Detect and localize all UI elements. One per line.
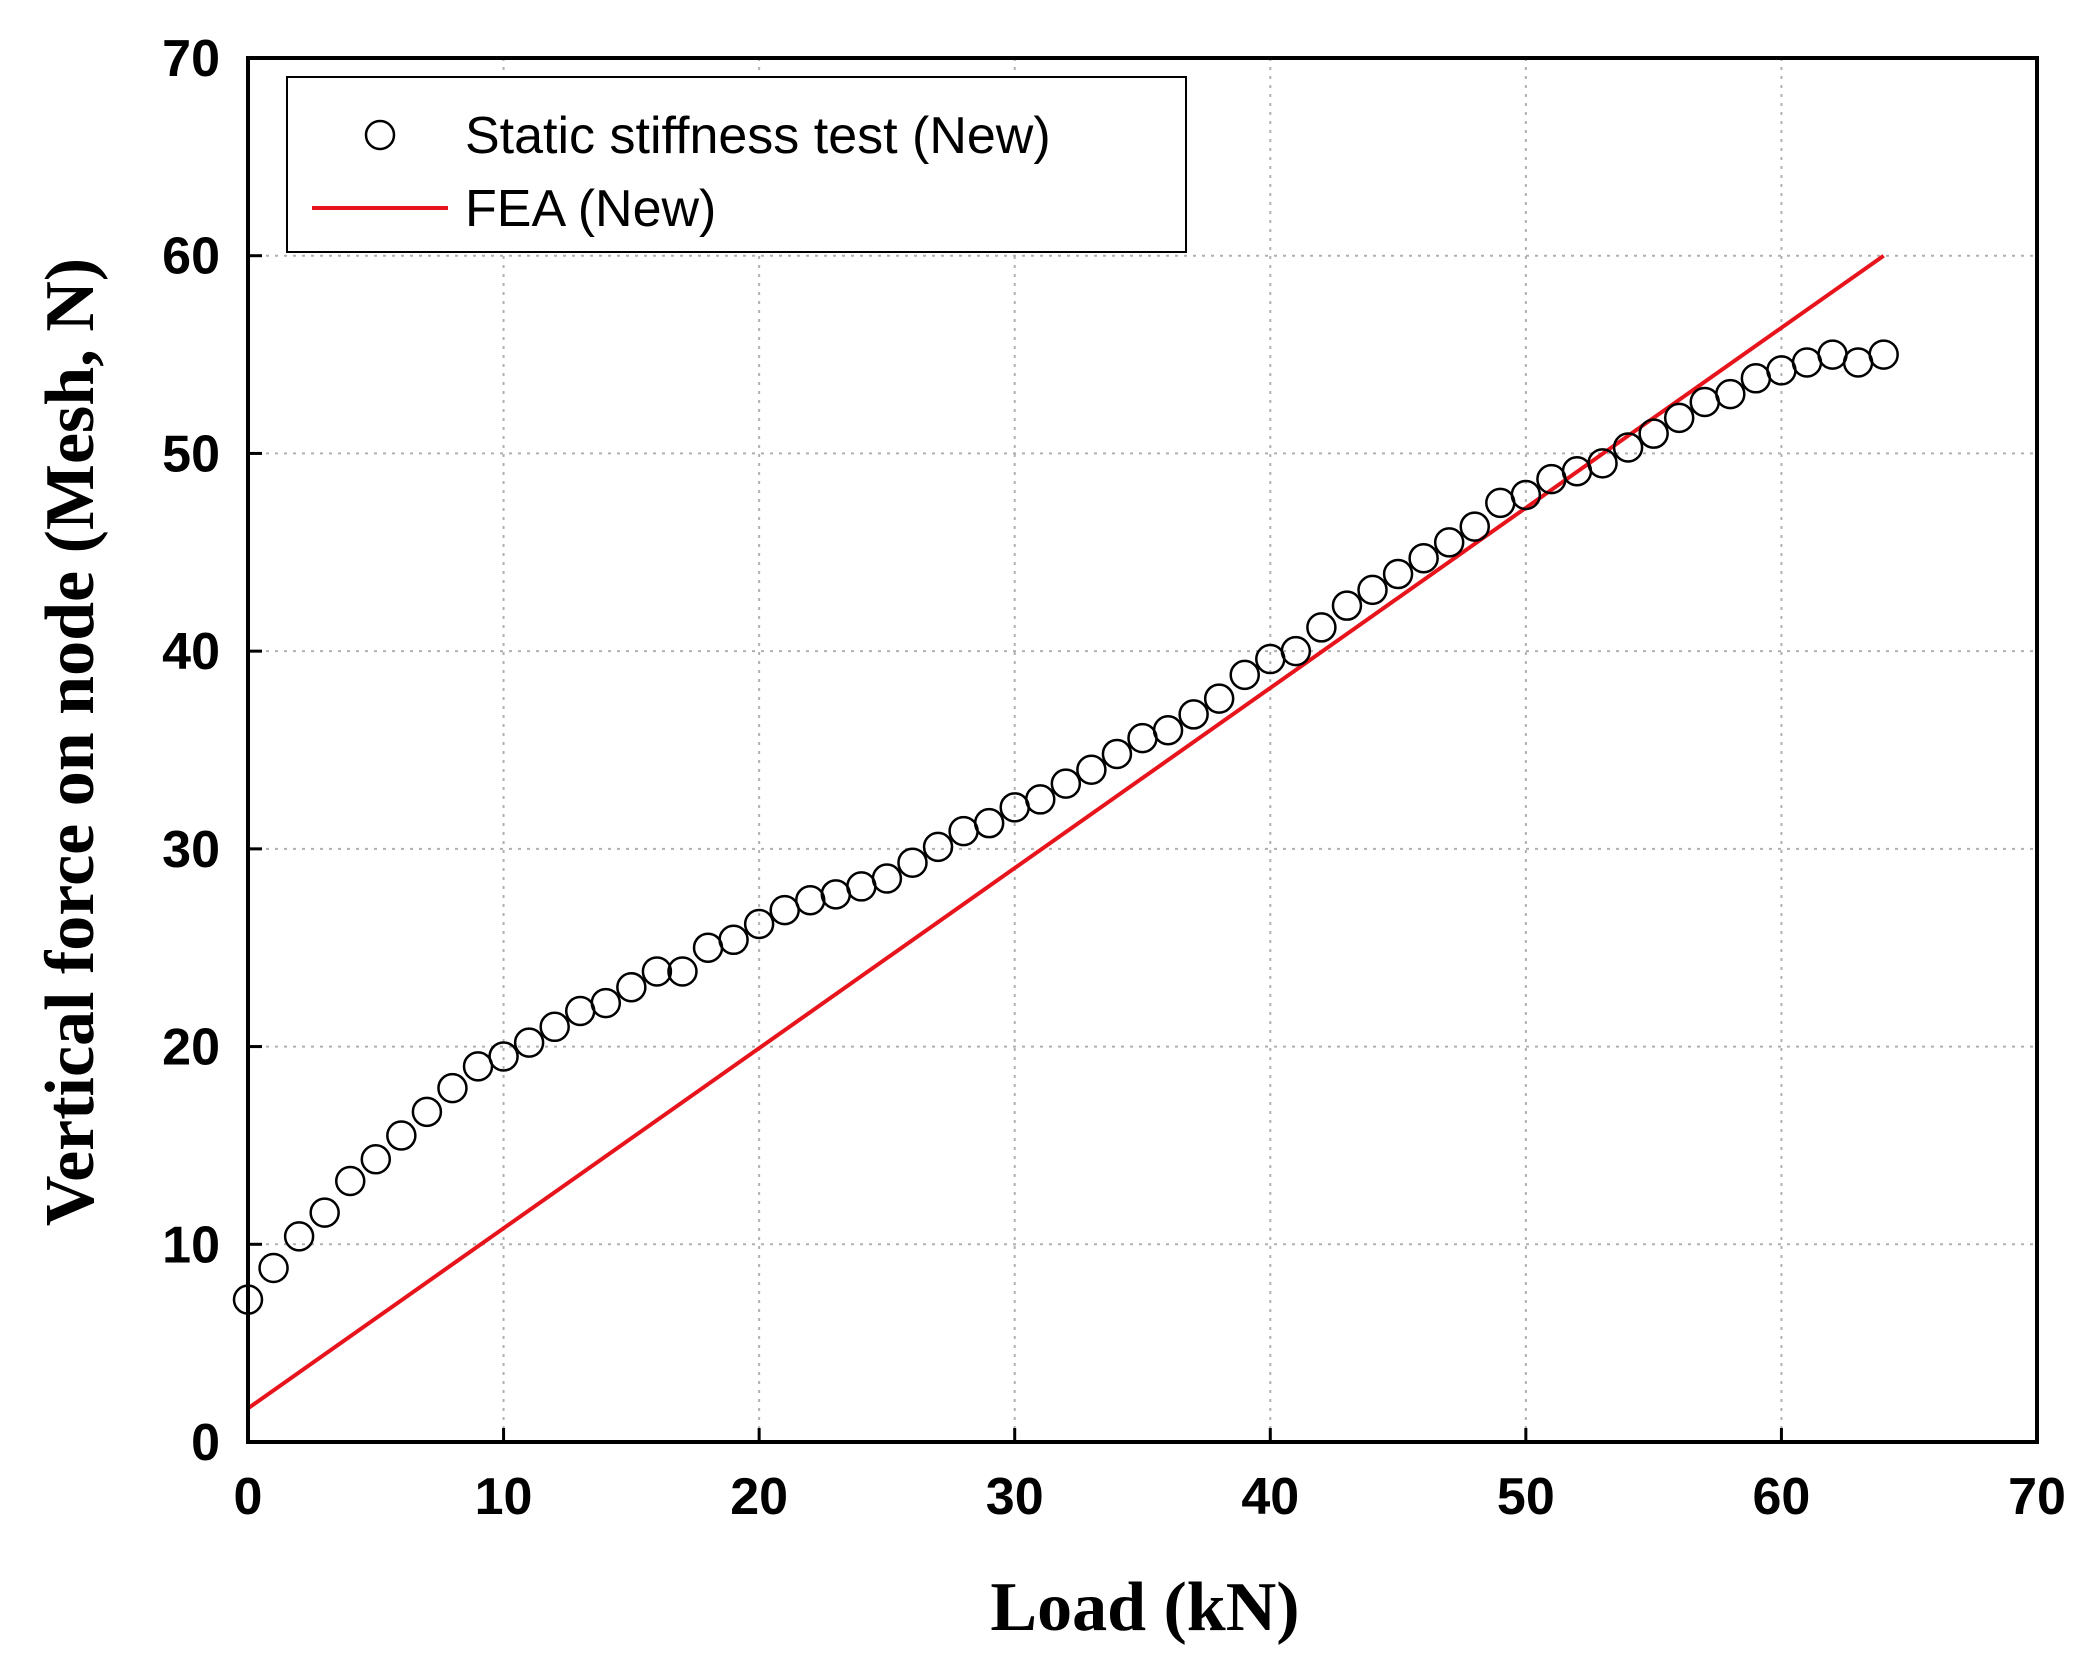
x-tick-label: 60 xyxy=(1753,1468,1811,1526)
data-point xyxy=(1715,378,1746,410)
data-point xyxy=(258,1252,289,1284)
data-point xyxy=(897,847,928,878)
legend: Static stiffness test (New) FEA (New) xyxy=(286,76,1187,253)
data-point xyxy=(922,831,954,863)
y-tick-label: 70 xyxy=(162,30,220,88)
data-point xyxy=(1280,635,1312,667)
y-tick-label: 60 xyxy=(162,228,220,286)
data-point xyxy=(1331,590,1363,621)
data-point xyxy=(1408,542,1439,574)
data-point xyxy=(334,1165,366,1197)
y-tick-label: 10 xyxy=(162,1216,220,1274)
data-point xyxy=(539,1011,570,1043)
data-point xyxy=(1638,418,1669,449)
data-point xyxy=(667,956,698,987)
data-point xyxy=(513,1027,545,1058)
data-point xyxy=(488,1041,519,1072)
data-point xyxy=(743,908,775,940)
x-tick-label: 20 xyxy=(730,1468,788,1526)
static-stiffness-series xyxy=(232,339,1899,1315)
data-point xyxy=(590,987,622,1019)
y-tick-label: 30 xyxy=(162,821,220,879)
data-point xyxy=(1612,432,1644,463)
data-point xyxy=(1101,738,1133,770)
fea-line xyxy=(246,254,1885,1411)
y-tick-label: 0 xyxy=(191,1414,220,1472)
x-tick-label: 10 xyxy=(475,1468,533,1526)
data-point xyxy=(1050,768,1082,799)
data-point xyxy=(1152,714,1184,746)
legend-circle-marker-icon xyxy=(364,119,396,151)
data-point xyxy=(1433,527,1465,558)
data-point xyxy=(973,807,1005,839)
data-point xyxy=(1203,683,1235,714)
x-tick-label: 70 xyxy=(2008,1468,2066,1526)
grid xyxy=(248,58,2037,1442)
data-point xyxy=(411,1096,443,1128)
x-tick-label: 50 xyxy=(1497,1468,1555,1526)
data-point xyxy=(1382,558,1414,590)
fea-series xyxy=(246,254,1885,1411)
x-axis-title: Load (kN) xyxy=(990,1569,1299,1646)
legend-box xyxy=(286,76,1187,253)
y-tick-label: 50 xyxy=(162,425,220,483)
x-tick-labels: 0 10 20 30 40 50 60 70 xyxy=(234,1468,2066,1526)
data-point xyxy=(1663,402,1695,434)
data-point xyxy=(1076,754,1107,786)
data-point xyxy=(1459,511,1490,542)
x-tick-label: 40 xyxy=(1241,1468,1299,1526)
y-tick-label: 40 xyxy=(162,623,220,681)
x-tick-label: 0 xyxy=(234,1468,263,1526)
legend-label-fea: FEA (New) xyxy=(465,180,716,238)
axis-ticks xyxy=(246,56,2039,1444)
data-point xyxy=(641,956,673,987)
data-point xyxy=(360,1144,392,1175)
data-point xyxy=(1587,448,1618,479)
data-point xyxy=(1868,339,1899,370)
data-point xyxy=(1229,659,1260,691)
data-point xyxy=(309,1197,340,1228)
data-point xyxy=(1306,612,1337,643)
y-tick-label: 20 xyxy=(162,1019,220,1077)
data-point xyxy=(283,1221,315,1252)
data-point xyxy=(1357,574,1388,606)
x-tick-label: 30 xyxy=(986,1468,1044,1526)
data-point xyxy=(437,1072,468,1104)
data-point xyxy=(386,1120,417,1151)
data-point xyxy=(1510,479,1542,511)
data-point xyxy=(1025,784,1056,815)
data-point xyxy=(1178,699,1209,730)
legend-label-static-stiffness: Static stiffness test (New) xyxy=(465,107,1051,165)
y-tick-labels: 0 10 20 30 40 50 60 70 xyxy=(162,30,220,1472)
data-point xyxy=(871,863,903,894)
data-point xyxy=(718,924,749,956)
plot-area-frame xyxy=(246,56,2039,1444)
data-point xyxy=(616,972,647,1003)
y-axis-title: Vertical force on node (Mesh, N) xyxy=(32,258,109,1226)
